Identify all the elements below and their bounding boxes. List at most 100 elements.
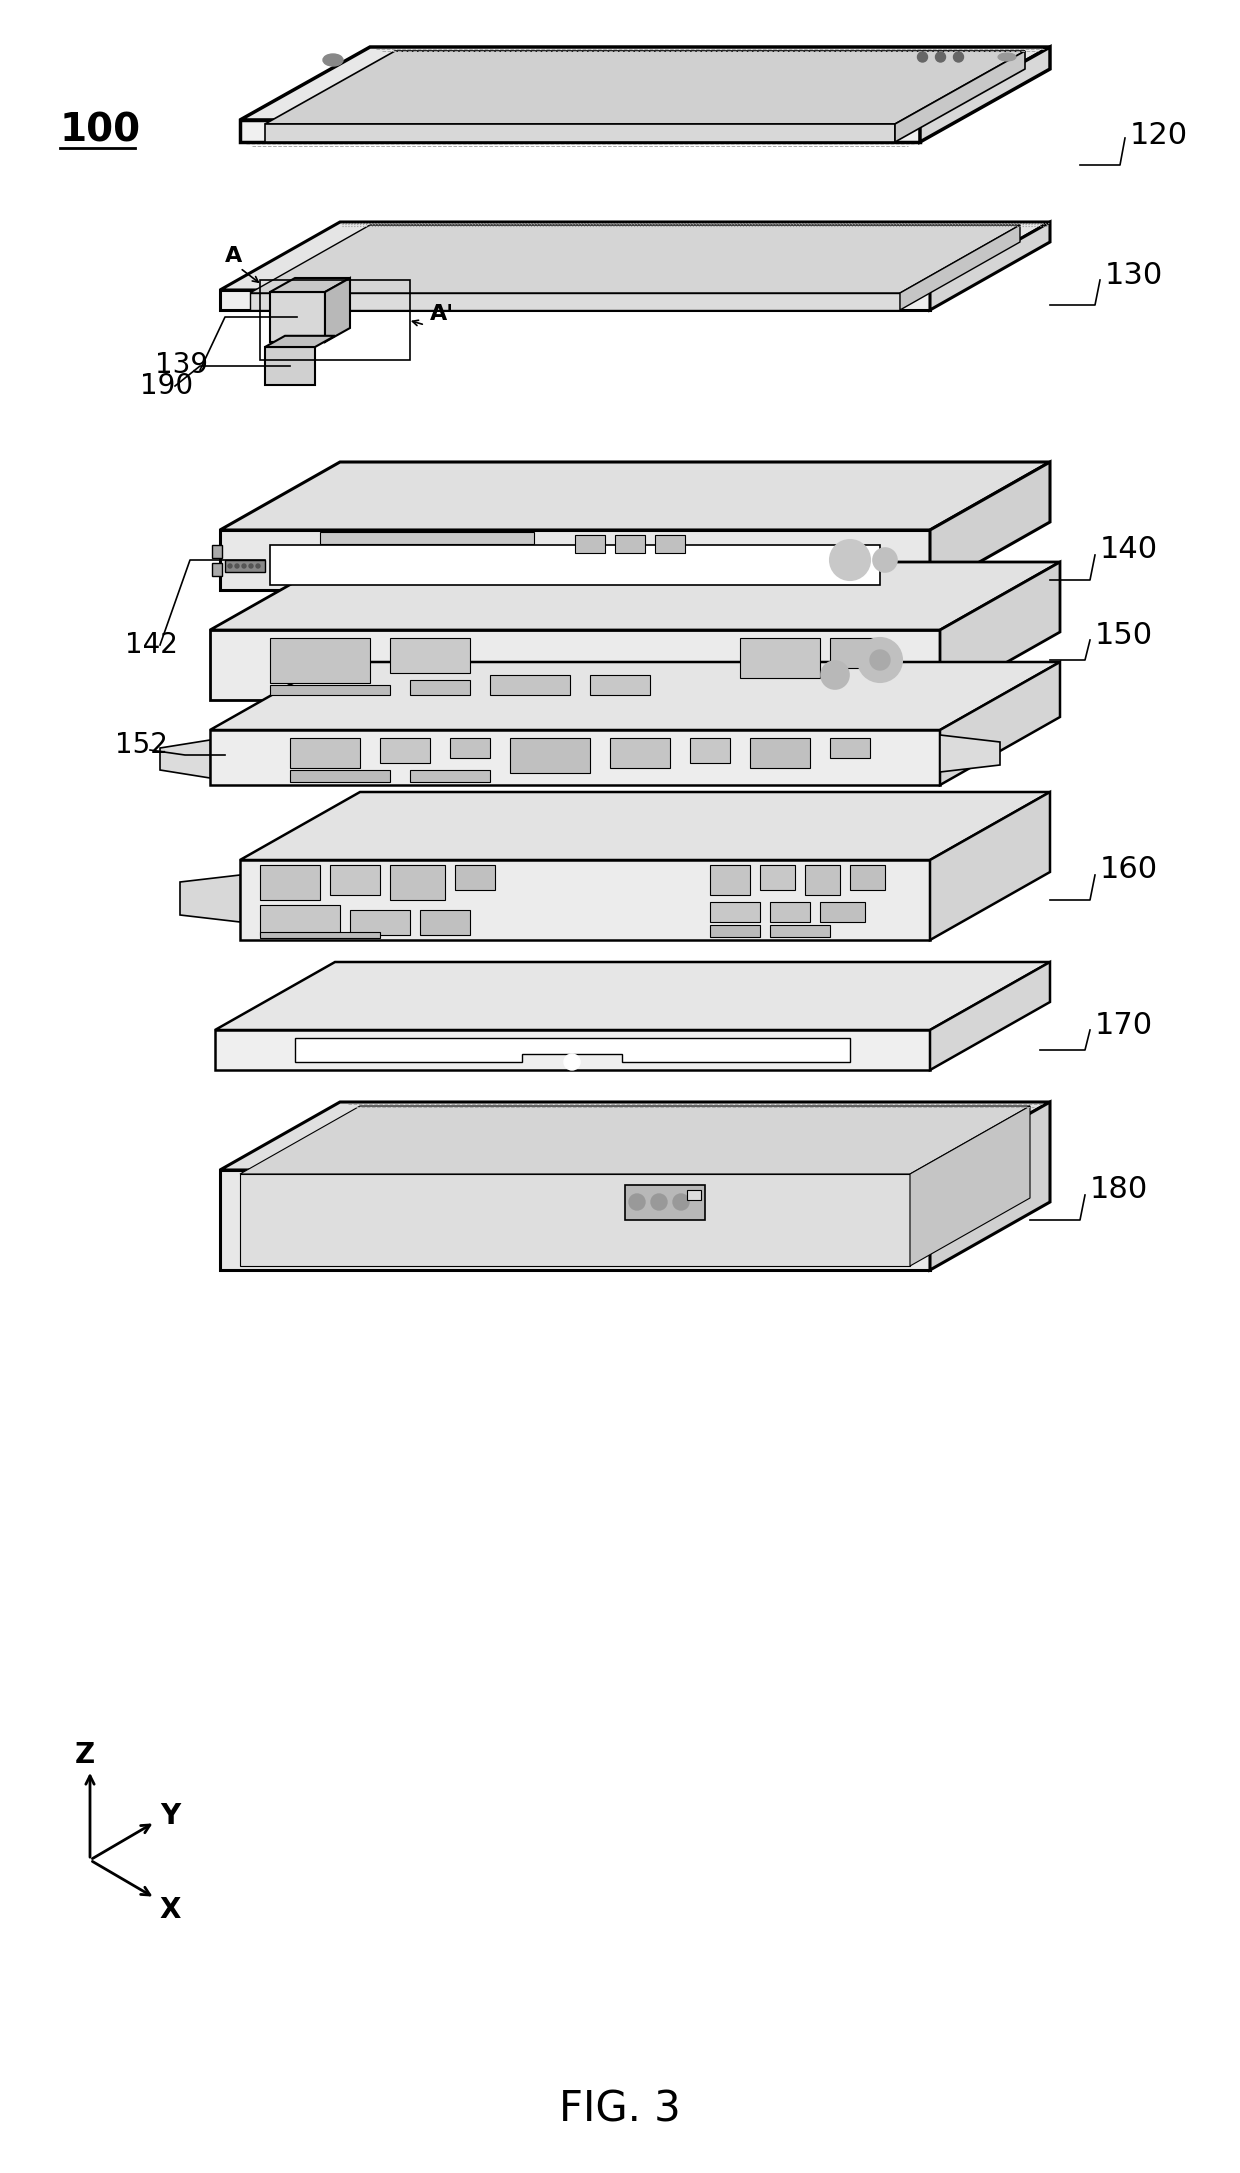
Text: A': A' — [430, 304, 454, 324]
Circle shape — [858, 639, 901, 682]
Polygon shape — [265, 348, 315, 385]
Bar — [770, 902, 810, 921]
Polygon shape — [930, 1102, 1050, 1269]
Bar — [805, 865, 839, 895]
Polygon shape — [265, 50, 1025, 124]
Bar — [410, 769, 490, 782]
Polygon shape — [250, 293, 900, 311]
Text: 150: 150 — [1095, 621, 1153, 650]
Ellipse shape — [998, 52, 1016, 61]
Bar — [290, 769, 391, 782]
Polygon shape — [930, 963, 1050, 1069]
Polygon shape — [219, 463, 1050, 530]
Bar — [212, 545, 222, 558]
Text: 120: 120 — [1130, 120, 1188, 150]
Polygon shape — [270, 278, 350, 291]
Bar — [820, 902, 866, 921]
Polygon shape — [160, 741, 210, 778]
Polygon shape — [219, 222, 1050, 289]
Ellipse shape — [322, 54, 343, 65]
Text: 142: 142 — [125, 630, 177, 658]
Polygon shape — [930, 791, 1050, 941]
Polygon shape — [215, 963, 1050, 1030]
Bar — [410, 680, 470, 695]
Bar — [575, 535, 605, 552]
Polygon shape — [325, 278, 350, 341]
Bar — [655, 535, 684, 552]
Bar — [350, 910, 410, 934]
Bar — [455, 865, 495, 891]
Polygon shape — [215, 1030, 930, 1069]
Bar — [260, 904, 340, 934]
Text: 130: 130 — [1105, 261, 1163, 289]
Polygon shape — [910, 1106, 1030, 1267]
Bar — [290, 739, 360, 767]
Bar — [270, 639, 370, 682]
Bar — [610, 739, 670, 767]
Polygon shape — [241, 48, 1050, 120]
Polygon shape — [900, 226, 1021, 311]
Bar — [687, 1191, 701, 1199]
Circle shape — [673, 1193, 689, 1210]
Polygon shape — [250, 226, 1021, 293]
Polygon shape — [930, 222, 1050, 311]
Polygon shape — [210, 730, 940, 784]
Bar — [260, 865, 320, 900]
Polygon shape — [241, 1173, 910, 1267]
Polygon shape — [210, 630, 940, 700]
Polygon shape — [210, 663, 1060, 730]
Bar — [391, 865, 445, 900]
Bar — [770, 926, 830, 937]
Polygon shape — [219, 1102, 1050, 1169]
Circle shape — [651, 1193, 667, 1210]
Circle shape — [236, 565, 239, 567]
Bar — [391, 639, 470, 674]
Bar — [740, 639, 820, 678]
Bar — [689, 739, 730, 763]
Polygon shape — [219, 530, 930, 591]
Text: 139: 139 — [155, 352, 208, 378]
Text: X: X — [159, 1897, 181, 1923]
Bar — [379, 739, 430, 763]
Circle shape — [918, 52, 928, 63]
Bar — [420, 910, 470, 934]
Bar — [711, 902, 760, 921]
Polygon shape — [895, 50, 1025, 141]
Polygon shape — [265, 337, 335, 348]
Text: FIG. 3: FIG. 3 — [559, 2088, 681, 2132]
Polygon shape — [940, 663, 1060, 784]
Circle shape — [873, 548, 897, 571]
Text: Z: Z — [74, 1741, 95, 1769]
Circle shape — [954, 52, 963, 63]
Text: 180: 180 — [1090, 1176, 1148, 1204]
Polygon shape — [219, 289, 930, 311]
Polygon shape — [930, 463, 1050, 591]
Polygon shape — [241, 791, 1050, 861]
Bar — [490, 676, 570, 695]
Polygon shape — [180, 876, 241, 921]
Circle shape — [870, 650, 890, 669]
Text: 190: 190 — [140, 372, 193, 400]
Bar — [224, 561, 265, 571]
Polygon shape — [940, 563, 1060, 700]
Polygon shape — [219, 1169, 930, 1269]
Text: 170: 170 — [1095, 1010, 1153, 1039]
Text: A: A — [224, 246, 242, 265]
Polygon shape — [940, 734, 999, 771]
Circle shape — [830, 541, 870, 580]
Polygon shape — [241, 1106, 1030, 1173]
Text: Y: Y — [160, 1801, 180, 1830]
Bar — [849, 865, 885, 891]
Polygon shape — [270, 291, 325, 341]
Circle shape — [249, 565, 253, 567]
Polygon shape — [920, 48, 1050, 141]
Circle shape — [935, 52, 945, 63]
Bar — [711, 926, 760, 937]
Bar — [270, 684, 391, 695]
Bar — [320, 532, 533, 543]
Circle shape — [564, 1054, 580, 1069]
Bar — [212, 563, 222, 576]
Polygon shape — [295, 1039, 849, 1063]
Text: 152: 152 — [115, 730, 167, 758]
Bar — [830, 639, 880, 667]
